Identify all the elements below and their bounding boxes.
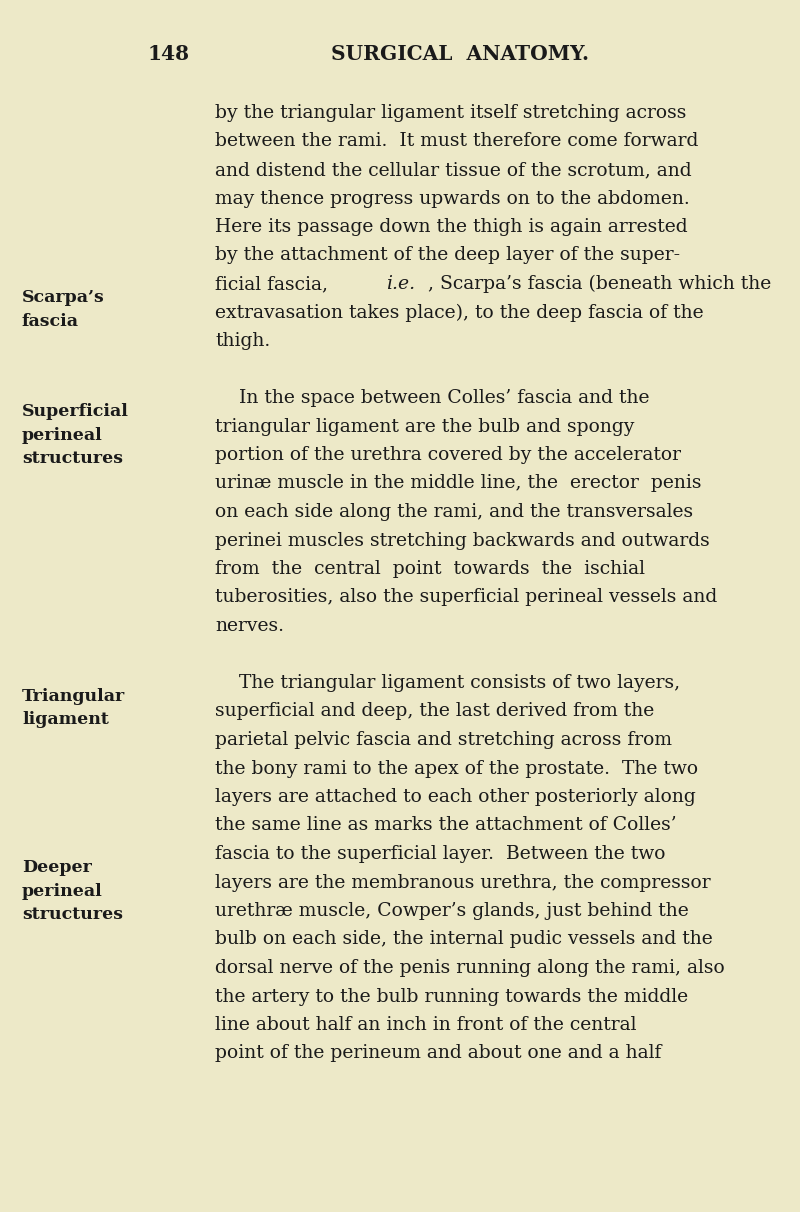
Text: may thence progress upwards on to the abdomen.: may thence progress upwards on to the ab…: [215, 189, 690, 207]
Text: bulb on each side, the internal pudic vessels and the: bulb on each side, the internal pudic ve…: [215, 931, 713, 949]
Text: layers are attached to each other posteriorly along: layers are attached to each other poster…: [215, 788, 696, 806]
Text: perinei muscles stretching backwards and outwards: perinei muscles stretching backwards and…: [215, 532, 710, 549]
Text: extravasation takes place), to the deep fascia of the: extravasation takes place), to the deep …: [215, 303, 704, 321]
Text: by the triangular ligament itself stretching across: by the triangular ligament itself stretc…: [215, 104, 686, 122]
Text: layers are the membranous urethra, the compressor: layers are the membranous urethra, the c…: [215, 874, 710, 892]
Text: parietal pelvic fascia and stretching across from: parietal pelvic fascia and stretching ac…: [215, 731, 672, 749]
Text: tuberosities, also the superficial perineal vessels and: tuberosities, also the superficial perin…: [215, 589, 718, 606]
Text: triangular ligament are the bulb and spongy: triangular ligament are the bulb and spo…: [215, 417, 634, 435]
Text: Triangular
ligament: Triangular ligament: [22, 688, 126, 728]
Text: urethræ muscle, Cowper’s glands, just behind the: urethræ muscle, Cowper’s glands, just be…: [215, 902, 689, 920]
Text: thigh.: thigh.: [215, 332, 270, 350]
Text: Scarpa’s
fascia: Scarpa’s fascia: [22, 288, 105, 330]
Text: In the space between Colles’ fascia and the: In the space between Colles’ fascia and …: [215, 389, 650, 407]
Text: the artery to the bulb running towards the middle: the artery to the bulb running towards t…: [215, 988, 688, 1006]
Text: and distend the cellular tissue of the scrotum, and: and distend the cellular tissue of the s…: [215, 161, 692, 179]
Text: ficial fascia,: ficial fascia,: [215, 275, 334, 293]
Text: , Scarpa’s fascia (beneath which the: , Scarpa’s fascia (beneath which the: [428, 275, 771, 293]
Text: The triangular ligament consists of two layers,: The triangular ligament consists of two …: [215, 674, 680, 692]
Text: 148: 148: [148, 44, 190, 64]
Text: Deeper
perineal
structures: Deeper perineal structures: [22, 859, 123, 924]
Text: portion of the urethra covered by the accelerator: portion of the urethra covered by the ac…: [215, 446, 681, 464]
Text: between the rami.  It must therefore come forward: between the rami. It must therefore come…: [215, 132, 698, 150]
Text: nerves.: nerves.: [215, 617, 284, 635]
Text: on each side along the rami, and the transversales: on each side along the rami, and the tra…: [215, 503, 693, 521]
Text: dorsal nerve of the penis running along the rami, also: dorsal nerve of the penis running along …: [215, 959, 725, 977]
Text: i.e.: i.e.: [386, 275, 414, 293]
Text: Superficial
perineal
structures: Superficial perineal structures: [22, 404, 129, 467]
Text: urinæ muscle in the middle line, the  erector  penis: urinæ muscle in the middle line, the ere…: [215, 475, 702, 492]
Text: fascia to the superficial layer.  Between the two: fascia to the superficial layer. Between…: [215, 845, 666, 863]
Text: by the attachment of the deep layer of the super-: by the attachment of the deep layer of t…: [215, 246, 680, 264]
Text: SURGICAL  ANATOMY.: SURGICAL ANATOMY.: [331, 44, 589, 64]
Text: from  the  central  point  towards  the  ischial: from the central point towards the ischi…: [215, 560, 645, 578]
Text: line about half an inch in front of the central: line about half an inch in front of the …: [215, 1016, 637, 1034]
Text: Here its passage down the thigh is again arrested: Here its passage down the thigh is again…: [215, 218, 688, 236]
Text: point of the perineum and about one and a half: point of the perineum and about one and …: [215, 1045, 662, 1063]
Text: superficial and deep, the last derived from the: superficial and deep, the last derived f…: [215, 703, 654, 720]
Text: the bony rami to the apex of the prostate.  The two: the bony rami to the apex of the prostat…: [215, 760, 698, 778]
Text: the same line as marks the attachment of Colles’: the same line as marks the attachment of…: [215, 817, 677, 835]
